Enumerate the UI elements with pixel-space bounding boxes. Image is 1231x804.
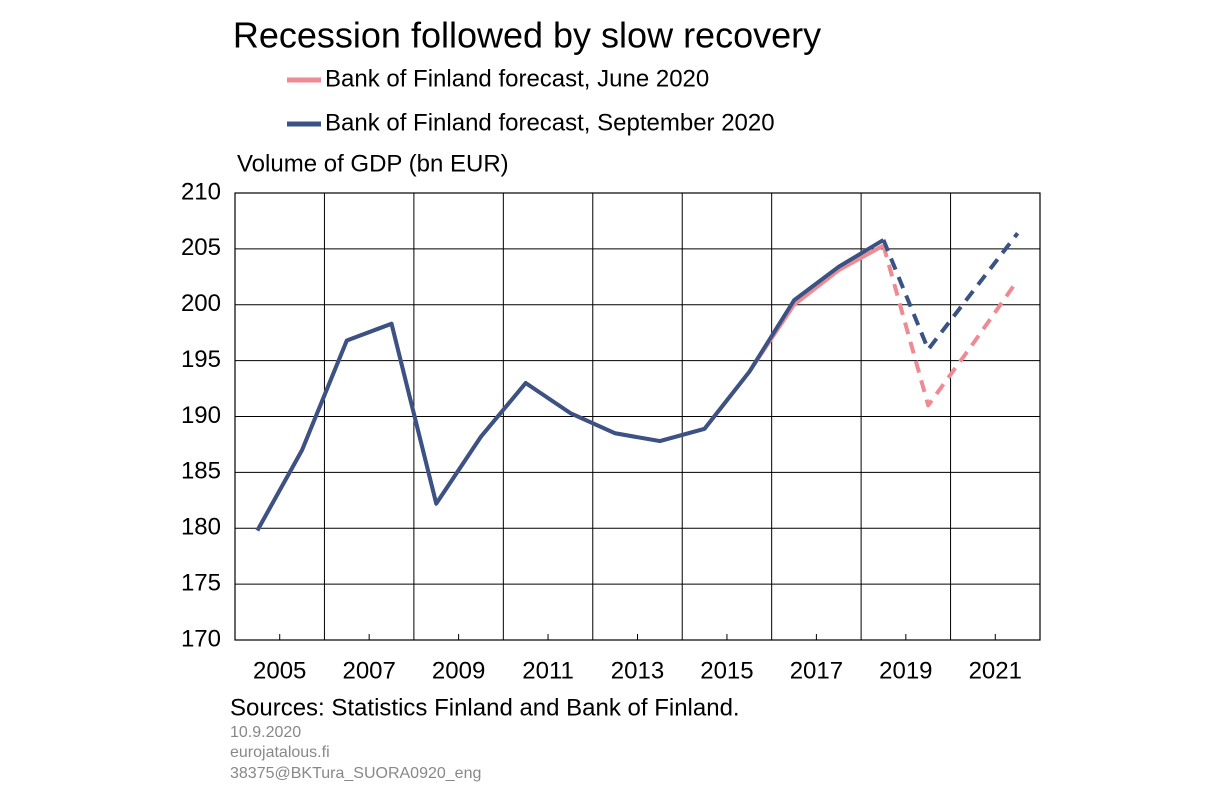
x-tick-label: 2021 xyxy=(969,657,1022,684)
footer-site: eurojatalous.fi xyxy=(230,744,330,761)
y-tick-label: 175 xyxy=(181,569,221,596)
x-tick-label: 2019 xyxy=(879,657,932,684)
y-tick-label: 180 xyxy=(181,514,221,541)
x-tick-label: 2013 xyxy=(611,657,664,684)
y-tick-label: 190 xyxy=(181,402,221,429)
source: Sources: Statistics Finland and Bank of … xyxy=(230,694,740,721)
y-axis-label: Volume of GDP (bn EUR) xyxy=(237,150,509,177)
legend-label: Bank of Finland forecast, September 2020 xyxy=(325,109,775,136)
footer-code: 38375@BKTura_SUORA0920_eng xyxy=(230,765,481,782)
y-tick-label: 200 xyxy=(181,290,221,317)
y-tick-label: 210 xyxy=(181,178,221,205)
x-tick-label: 2005 xyxy=(253,657,306,684)
y-tick-label: 185 xyxy=(181,458,221,485)
plot-frame xyxy=(234,192,1041,641)
line xyxy=(255,238,885,532)
y-tick-label: 205 xyxy=(181,234,221,261)
x-tick-label: 2009 xyxy=(432,657,485,684)
x-tick-label: 2015 xyxy=(700,657,753,684)
x-tick-label: 2007 xyxy=(342,657,395,684)
legend-label: Bank of Finland forecast, June 2020 xyxy=(325,65,709,92)
chart-title: Recession followed by slow recovery xyxy=(233,15,821,56)
footer-date: 10.9.2020 xyxy=(230,724,301,741)
line xyxy=(255,243,885,532)
x-tick-label: 2011 xyxy=(522,657,574,684)
x-tick-label: 2017 xyxy=(790,657,843,684)
y-tick-label: 195 xyxy=(181,346,221,373)
y-tick-label: 170 xyxy=(181,625,221,652)
forecast-line xyxy=(881,232,1020,352)
forecast-line xyxy=(881,244,1020,408)
